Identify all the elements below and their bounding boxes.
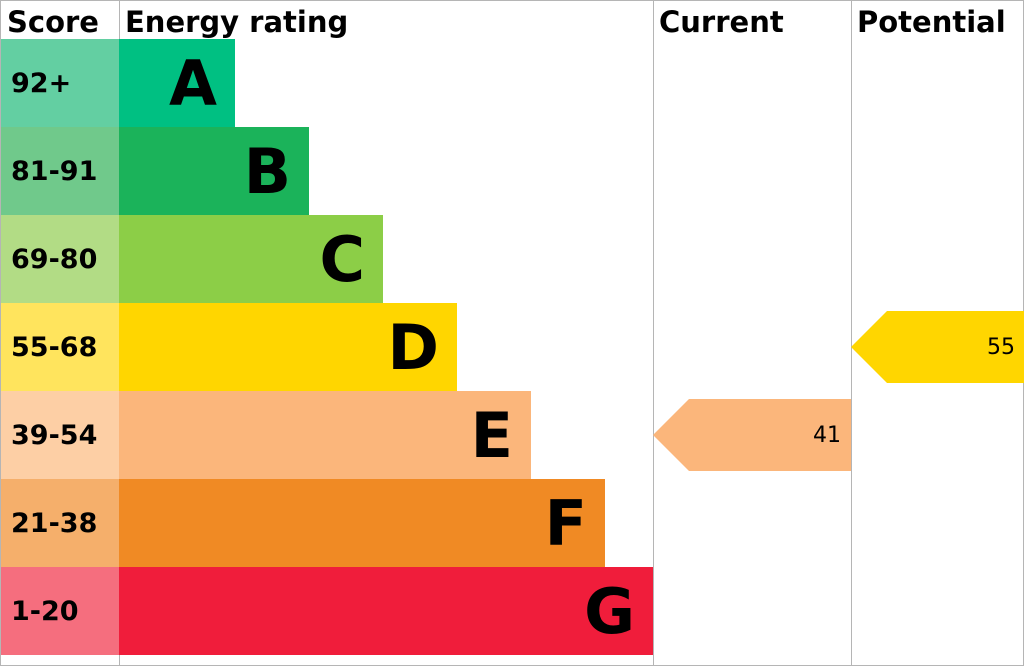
- score-range-g: 1-20: [1, 567, 119, 655]
- rating-bar-f: F: [119, 479, 605, 567]
- rating-bar-a: A: [119, 39, 235, 127]
- score-range-a: 92+: [1, 39, 119, 127]
- rating-bar-g: G: [119, 567, 653, 655]
- current-arrow-head: [653, 399, 689, 471]
- rating-bar-b: B: [119, 127, 309, 215]
- potential-arrow: 55: [851, 311, 1024, 383]
- rating-bar-e: E: [119, 391, 531, 479]
- current-arrow: 41: [653, 399, 851, 471]
- column-divider: [653, 1, 654, 665]
- current-value: 41: [689, 399, 851, 471]
- score-range-c: 69-80: [1, 215, 119, 303]
- energy-rating-chart: Score Energy rating Current Potential 92+A81…: [0, 0, 1024, 666]
- potential-arrow-head: [851, 311, 887, 383]
- score-range-d: 55-68: [1, 303, 119, 391]
- header-score: Score: [7, 5, 99, 39]
- score-range-b: 81-91: [1, 127, 119, 215]
- score-range-e: 39-54: [1, 391, 119, 479]
- potential-value: 55: [887, 311, 1024, 383]
- header-potential: Potential: [857, 5, 1006, 39]
- header-current: Current: [659, 5, 784, 39]
- score-range-f: 21-38: [1, 479, 119, 567]
- header-rating: Energy rating: [125, 5, 348, 39]
- rating-bar-d: D: [119, 303, 457, 391]
- rating-bar-c: C: [119, 215, 383, 303]
